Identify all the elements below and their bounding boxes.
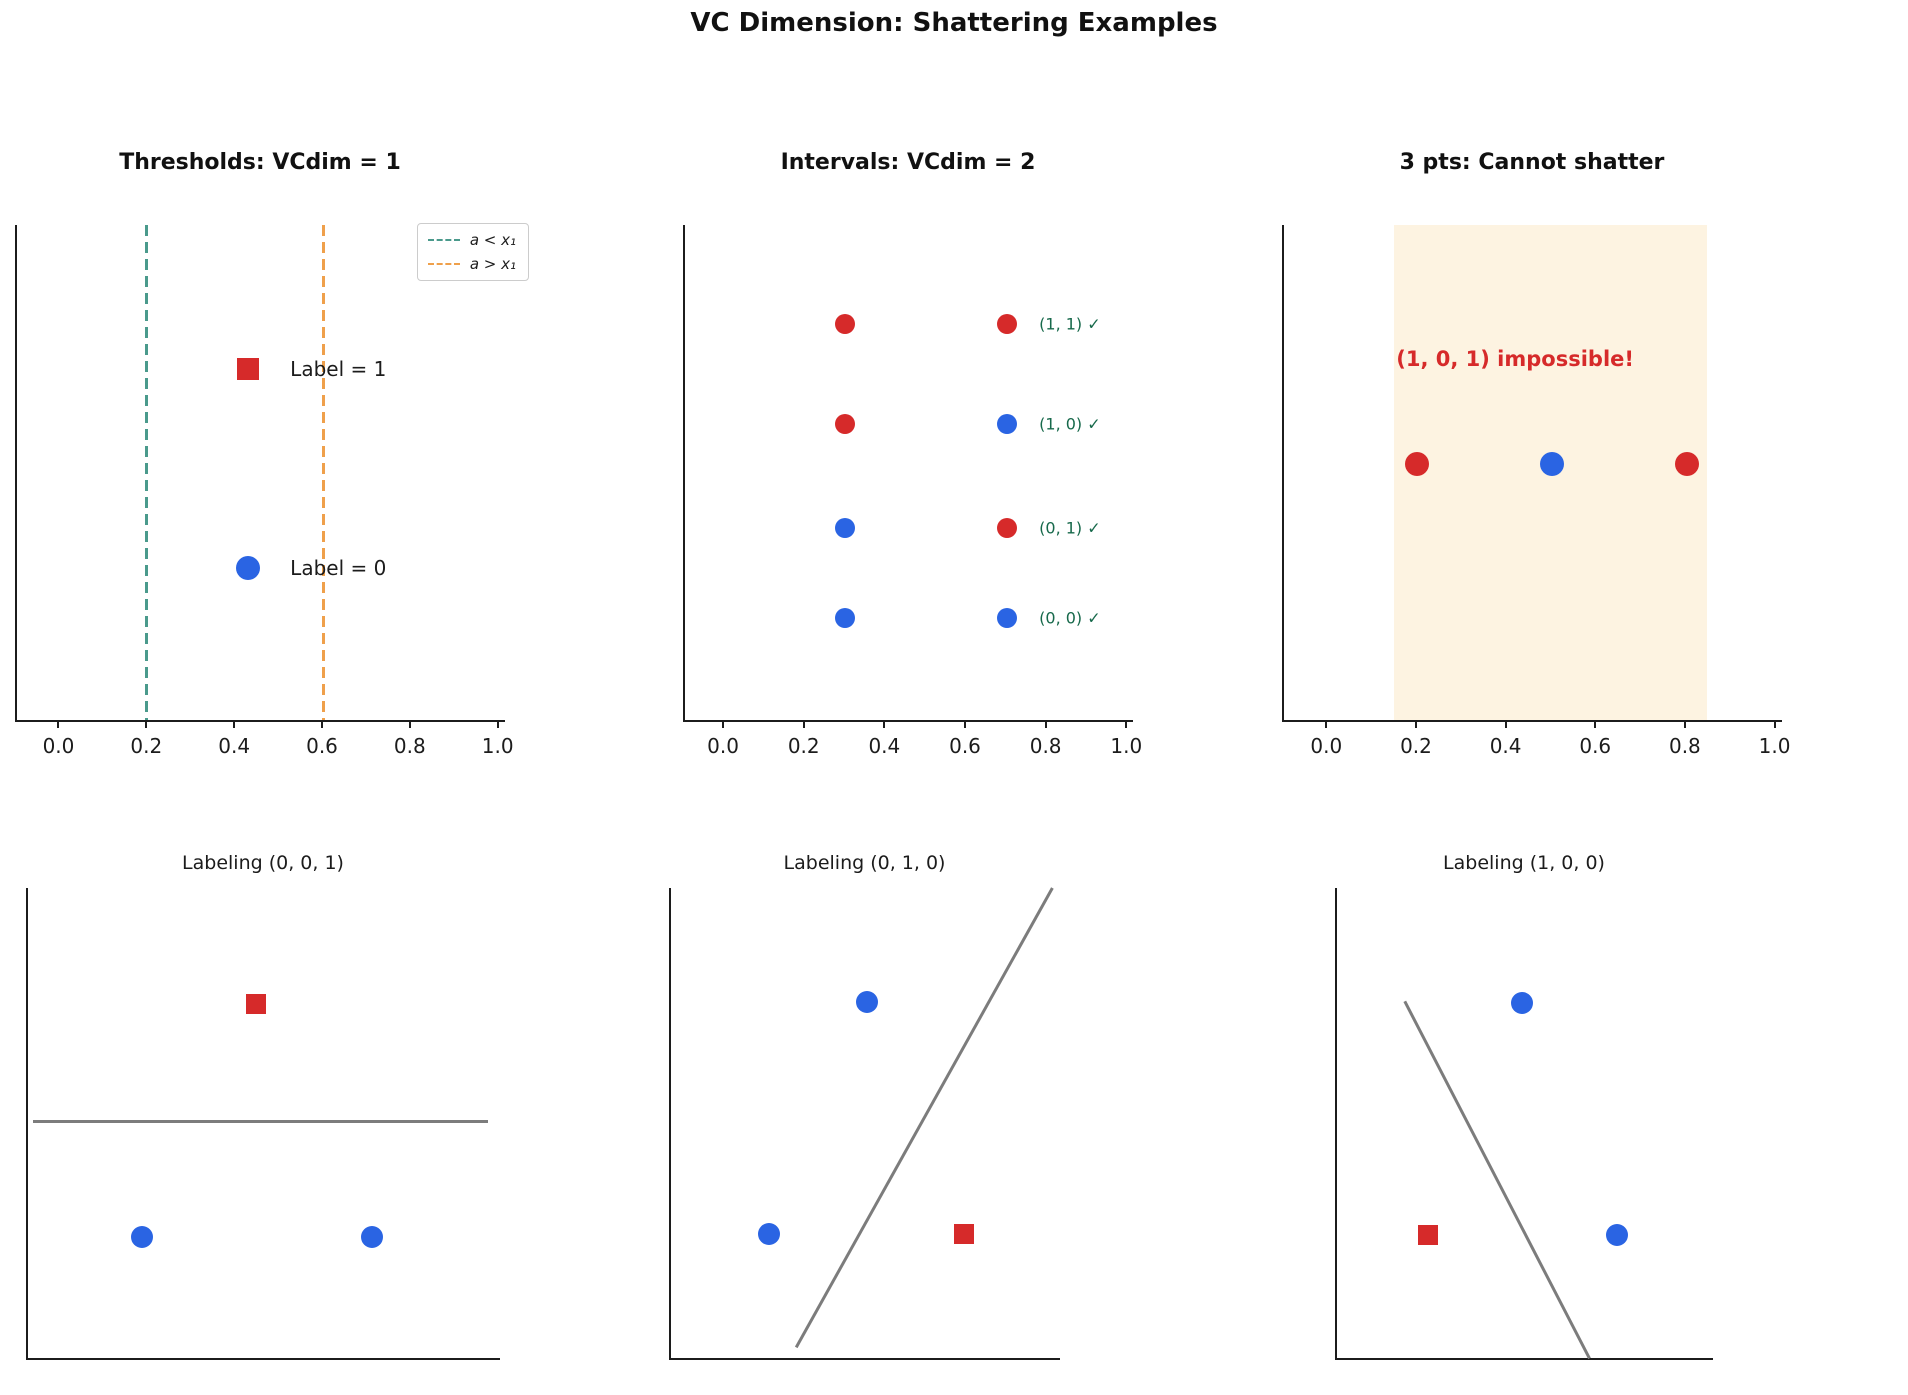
x-tick-label: 0.0 [707,734,739,758]
x-tick-label: 0.8 [1668,734,1701,758]
x-tick-label: 1.0 [1758,734,1791,758]
annotation-label: Label = 0 [290,555,387,580]
annotation-label: (1, 1) ✓ [1039,314,1101,334]
blue-circle-marker [855,991,878,1014]
x-tick [1044,720,1047,728]
x-tick-label: 0.8 [393,734,426,758]
legend-label: a < x₁ [469,231,516,249]
vline-teal [145,225,149,720]
x-tick-label: 0.2 [787,734,820,758]
blue-circle-marker [236,555,261,580]
x-tick-label: 1.0 [1110,734,1143,758]
legend-entry-a-less: a < x₁ [427,231,516,249]
x-tick-label: 0.0 [42,734,75,758]
x-tick-label: 0.2 [130,734,163,758]
x-tick-label: 0.4 [218,734,251,758]
x-tick [1773,720,1776,728]
annotation-label: (0, 0) ✓ [1039,608,1101,628]
panel-title-intervals: Intervals: VCdim = 2 [780,150,1036,175]
axes-labeling-001 [26,888,500,1360]
x-tick [1125,720,1128,728]
x-tick [1414,720,1417,728]
blue-circle-marker [996,607,1017,628]
axes-labeling-100 [1335,888,1713,1360]
x-tick [1504,720,1507,728]
red-square-marker [1417,1224,1438,1245]
x-tick-label: 0.8 [1029,734,1062,758]
panel-title-thresholds: Thresholds: VCdim = 1 [119,150,401,175]
red-circle-marker [996,518,1017,539]
blue-circle-marker [1539,451,1564,476]
blue-circle-marker [1605,1223,1628,1246]
red-circle-marker [1674,451,1699,476]
legend-label: a > x₁ [469,255,516,273]
x-tick [722,720,725,728]
x-tick [1325,720,1328,728]
blue-circle-marker [130,1226,153,1249]
x-tick [1594,720,1597,728]
red-square-marker [245,993,266,1014]
separator-line [32,1120,488,1123]
x-tick-label: 0.4 [868,734,901,758]
red-circle-marker [834,413,855,434]
x-tick [321,720,323,728]
blue-circle-marker [360,1226,383,1249]
x-tick-label: 0.4 [1489,734,1522,758]
axes-intervals: (1, 1) ✓ (1, 0) ✓ (0, 1) ✓ (0, 0) ✓ 0.0 0.2 0.… [683,225,1142,758]
axes-cannot-shatter: (1, 0, 1) impossible! 0.0 0.2 0.4 0.6 0.8 1.0 [1282,225,1790,758]
axes-thresholds: a < x₁ a > x₁ Label = 1 Label = 0 0.0 0.2 0.… [15,223,529,758]
x-tick-label: 0.6 [306,734,338,758]
red-circle-marker [1404,451,1429,476]
x-tick-label: 0.6 [1579,734,1612,758]
panel-title-labeling-100: Labeling (1, 0, 0) [1443,852,1605,874]
annotation-label: Label = 1 [290,357,387,382]
figure-title: VC Dimension: Shattering Examples [690,8,1218,38]
x-tick-label: 0.2 [1400,734,1432,758]
x-tick [964,720,966,728]
x-tick [145,720,148,728]
teal-dashed-line-sample [427,239,460,241]
legend-entry-a-greater: a > x₁ [427,255,516,273]
annotation-label: (1, 0, 1) impossible! [1396,347,1634,372]
panel-title-labeling-010: Labeling (0, 1, 0) [783,852,946,874]
annotation-label: (1, 0) ✓ [1039,414,1101,434]
blue-circle-marker [757,1222,780,1245]
separator-line [795,887,1054,1348]
vline-orange [321,225,325,720]
legend: a < x₁ a > x₁ [416,223,529,281]
red-square-marker [954,1223,975,1244]
red-circle-marker [834,314,855,335]
blue-circle-marker [1511,991,1534,1014]
x-tick-label: 1.0 [481,734,514,758]
blue-circle-marker [834,607,855,628]
annotation-label: (0, 1) ✓ [1039,518,1101,538]
x-tick-label: 0.0 [1310,734,1343,758]
panel-title-labeling-001: Labeling (0, 0, 1) [182,852,344,874]
x-tick-label: 0.6 [949,734,981,758]
x-tick [233,720,236,728]
x-tick [57,720,60,728]
red-circle-marker [996,314,1017,335]
blue-circle-marker [996,413,1017,434]
red-square-marker [237,358,260,381]
axes-labeling-010 [669,887,1060,1360]
x-tick [802,720,805,728]
x-tick [883,720,886,728]
panel-title-cannot-shatter: 3 pts: Cannot shatter [1399,150,1665,175]
orange-dashed-line-sample [427,263,460,265]
x-tick [1683,720,1686,728]
x-tick [496,720,499,728]
blue-circle-marker [834,518,855,539]
x-tick [408,720,411,728]
separator-line [1403,1000,1591,1359]
